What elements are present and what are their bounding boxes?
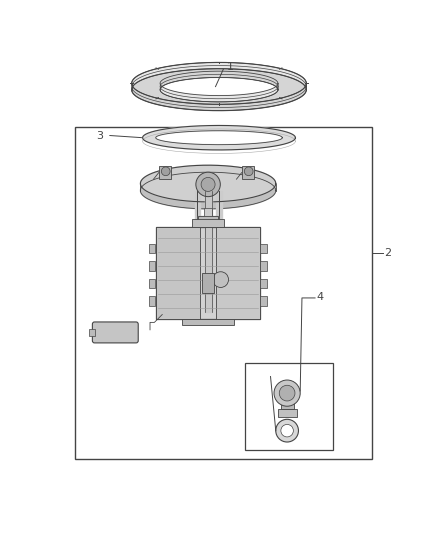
Bar (149, 279, 155, 288)
Polygon shape (132, 62, 306, 104)
FancyBboxPatch shape (92, 322, 138, 343)
Circle shape (281, 424, 293, 437)
Circle shape (244, 167, 253, 176)
Circle shape (279, 385, 295, 401)
Bar (278, 409, 297, 417)
Circle shape (274, 380, 300, 406)
Bar (281, 399, 293, 409)
Bar (149, 296, 155, 306)
Circle shape (161, 167, 170, 176)
Bar (202, 273, 214, 293)
Polygon shape (141, 172, 276, 209)
Bar (155, 227, 200, 319)
Polygon shape (132, 69, 306, 111)
Bar (261, 279, 267, 288)
Bar (75, 127, 372, 458)
Bar (261, 296, 267, 306)
Bar (216, 227, 261, 319)
Bar (198, 216, 218, 227)
Circle shape (201, 177, 215, 191)
Text: 3: 3 (96, 131, 103, 141)
Bar (89, 329, 95, 336)
Bar (242, 166, 254, 179)
Bar (261, 244, 267, 253)
Text: 5: 5 (264, 373, 271, 382)
Text: 4: 4 (317, 292, 324, 302)
Bar (149, 244, 155, 253)
Text: 1: 1 (227, 61, 234, 71)
Bar (182, 319, 234, 326)
Text: 2: 2 (384, 248, 391, 259)
Circle shape (276, 419, 298, 442)
Bar (149, 261, 155, 271)
Bar (261, 261, 267, 271)
Bar (192, 220, 224, 227)
Bar (245, 362, 332, 450)
Circle shape (213, 272, 229, 287)
Polygon shape (141, 165, 276, 202)
Bar (204, 208, 212, 216)
Polygon shape (143, 125, 295, 150)
Circle shape (196, 172, 220, 197)
Bar (155, 227, 261, 319)
Bar (159, 166, 171, 179)
